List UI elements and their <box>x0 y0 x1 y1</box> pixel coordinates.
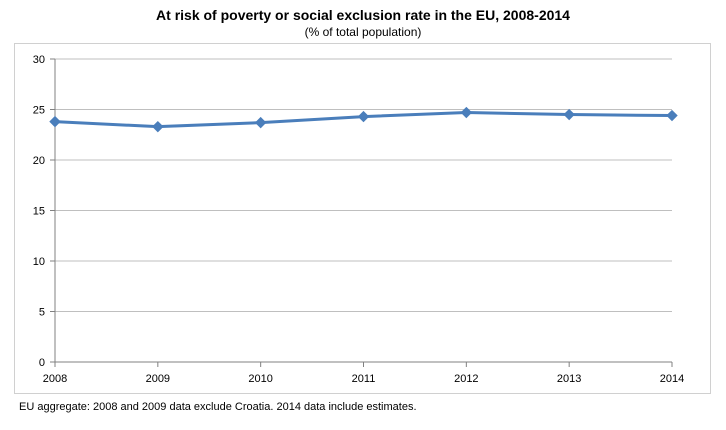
data-point-marker <box>49 115 61 128</box>
x-tick-label: 2012 <box>454 373 478 385</box>
chart-frame <box>14 43 711 394</box>
y-tick-label: 5 <box>39 307 45 319</box>
y-tick-label: 10 <box>33 256 45 268</box>
data-point-marker <box>666 109 678 122</box>
chart-subtitle: (% of total population) <box>304 25 422 39</box>
data-point-marker <box>357 110 370 123</box>
y-tick-label: 15 <box>33 206 45 218</box>
data-point-marker <box>563 108 575 121</box>
x-tick-label: 2008 <box>43 373 67 385</box>
y-tick-label: 30 <box>33 54 45 66</box>
y-tick-label: 20 <box>33 155 45 167</box>
y-tick-label: 0 <box>39 357 45 369</box>
x-tick-label: 2014 <box>660 373 684 385</box>
data-point-marker <box>152 120 164 133</box>
chart-footnote: EU aggregate: 2008 and 2009 data exclude… <box>19 401 417 413</box>
x-tick-label: 2010 <box>248 373 272 385</box>
data-point-marker <box>254 116 267 129</box>
chart-title: At risk of poverty or social exclusion r… <box>156 7 570 23</box>
x-tick-label: 2011 <box>352 373 376 385</box>
data-point-marker <box>460 106 473 119</box>
x-tick-label: 2009 <box>146 373 170 385</box>
x-tick-label: 2013 <box>557 373 581 385</box>
y-tick-label: 25 <box>33 105 45 117</box>
